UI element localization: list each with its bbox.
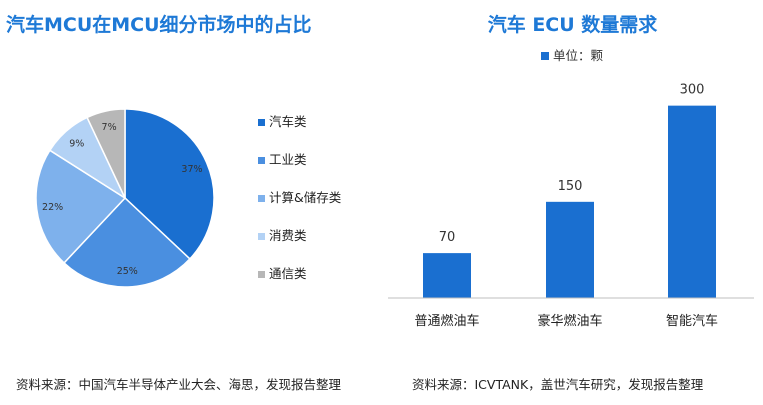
legend-swatch-1 (258, 119, 265, 126)
bar-3 (668, 105, 716, 298)
bar-category-label-2: 豪华燃油车 (537, 313, 602, 329)
bar-value-label-1: 70 (439, 230, 456, 245)
legend-label-1: 汽车类 (269, 114, 307, 129)
pie-slice-3 (35, 149, 127, 264)
bar-category-label-3: 智能汽车 (666, 313, 718, 329)
legend-label-5: 通信类 (269, 266, 307, 281)
pie-slice-label-1: 37% (181, 164, 202, 175)
bar-source-note: 资料来源：ICVTANK，盖世汽车研究，发现报告整理 (412, 377, 704, 392)
pie-slice-label-3: 22% (42, 202, 63, 213)
legend-swatch-4 (258, 233, 265, 240)
bar-2 (546, 201, 594, 298)
legend-label-3: 计算&储存类 (269, 190, 342, 205)
pie-slice-label-5: 7% (102, 122, 117, 133)
pie-slice-5 (86, 108, 126, 199)
bar-chart-panel: 汽车 ECU 数量需求 单位：颗 70 普通燃油车 150 豪华燃油车 300 智能汽车 资… (382, 0, 763, 405)
bar-value-label-2: 150 (558, 179, 583, 194)
pie-slice-label-2: 25% (117, 266, 138, 277)
pie-slice-label-4: 9% (69, 138, 84, 149)
legend-swatch-3 (258, 195, 265, 202)
legend-swatch-2 (258, 157, 265, 164)
bar-legend-swatch (541, 52, 549, 60)
pie-slice-2 (63, 196, 191, 288)
legend-label-4: 消费类 (269, 228, 307, 243)
bar-chart: 单位：颗 70 普通燃油车 150 豪华燃油车 300 智能汽车 (388, 48, 754, 329)
legend-swatch-5 (258, 271, 265, 278)
pie-slice-1 (124, 108, 215, 260)
bar-legend-label: 单位：颗 (553, 48, 604, 63)
bar-value-label-3: 300 (680, 83, 705, 98)
bar-chart-title: 汽车 ECU 数量需求 (487, 14, 658, 36)
bar-1 (423, 253, 471, 298)
pie-chart-title: 汽车MCU在MCU细分市场中的占比 (6, 14, 312, 36)
legend-label-2: 工业类 (269, 152, 307, 167)
bar-category-label-1: 普通燃油车 (414, 313, 479, 329)
pie-source-note: 资料来源：中国汽车半导体产业大会、海思，发现报告整理 (16, 377, 342, 392)
pie-chart-panel: 汽车MCU在MCU细分市场中的占比 37% 25% 22% 9% 7% 汽车类工业类计算&… (6, 14, 342, 392)
